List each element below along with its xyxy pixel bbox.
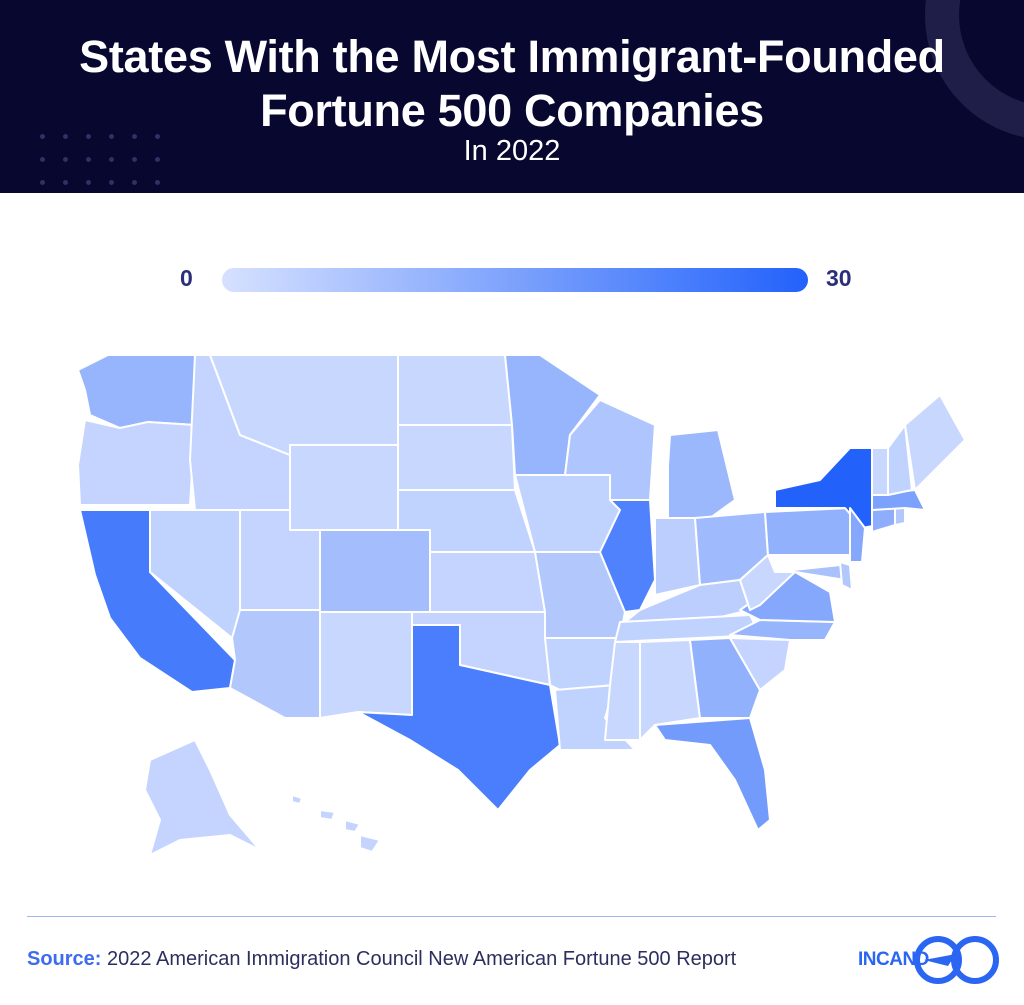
state-florida (654, 717, 771, 831)
brand-logo: INCAND (858, 932, 1000, 988)
state-new-jersey (849, 507, 866, 563)
decorative-dot (109, 157, 114, 162)
decorative-dot (132, 180, 137, 185)
source-label: Source: (27, 948, 102, 970)
state-delaware (839, 561, 853, 591)
logo-go-mark (914, 936, 999, 984)
state-texas (357, 624, 561, 811)
state-pennsylvania (764, 507, 856, 556)
state-arizona (229, 609, 321, 719)
source-text: 2022 American Immigration Council New Am… (107, 948, 737, 970)
decorative-dot (40, 157, 45, 162)
state-oregon (77, 419, 196, 506)
decorative-dot-grid (40, 134, 165, 190)
state-mississippi (604, 641, 641, 741)
decorative-dot (109, 180, 114, 185)
decorative-dot (86, 180, 91, 185)
decorative-dot (86, 134, 91, 139)
decorative-dot (40, 180, 45, 185)
state-vermont (871, 447, 889, 496)
state-rhode-island (894, 507, 906, 526)
state-north-dakota (397, 354, 513, 426)
state-wyoming (289, 444, 399, 531)
legend-max-label: 30 (826, 265, 852, 291)
decorative-dot (63, 157, 68, 162)
title-line-2: Fortune 500 Companies (260, 85, 764, 136)
decorative-dot (155, 180, 160, 185)
us-choropleth-map (77, 354, 966, 856)
title-line-1: States With the Most Immigrant-Founded (79, 31, 945, 82)
page-title: States With the Most Immigrant-Founded F… (0, 30, 1024, 138)
state-arkansas (544, 637, 621, 691)
decorative-dot (63, 134, 68, 139)
state-kansas (429, 551, 546, 613)
decorative-dot (86, 157, 91, 162)
source-citation: Source: 2022 American Immigration Counci… (27, 948, 736, 971)
state-south-dakota (397, 424, 516, 491)
state-washington (77, 354, 196, 429)
decorative-dot (40, 134, 45, 139)
legend-min-label: 0 (180, 265, 193, 291)
state-indiana (654, 517, 701, 596)
decorative-dot (132, 157, 137, 162)
decorative-dot (132, 134, 137, 139)
logo-wordmark: INCAND (858, 949, 929, 970)
decorative-dot (109, 134, 114, 139)
state-north-carolina (729, 619, 836, 641)
state-georgia (689, 637, 761, 719)
state-connecticut (871, 507, 896, 533)
state-new-mexico (319, 611, 413, 719)
state-maine (904, 394, 966, 491)
decorative-dot (155, 157, 160, 162)
footer-divider (27, 916, 996, 917)
state-new-hampshire (887, 424, 913, 496)
state-alaska (144, 739, 261, 856)
state-hawaii (291, 794, 381, 853)
state-michigan (667, 429, 736, 519)
state-colorado (319, 529, 431, 613)
decorative-dot (155, 134, 160, 139)
legend-gradient-bar (222, 268, 808, 292)
page-subtitle: In 2022 (463, 135, 561, 167)
state-illinois (599, 499, 656, 613)
state-alabama (639, 639, 701, 741)
header-banner: States With the Most Immigrant-Founded F… (0, 0, 1024, 193)
decorative-dot (63, 180, 68, 185)
